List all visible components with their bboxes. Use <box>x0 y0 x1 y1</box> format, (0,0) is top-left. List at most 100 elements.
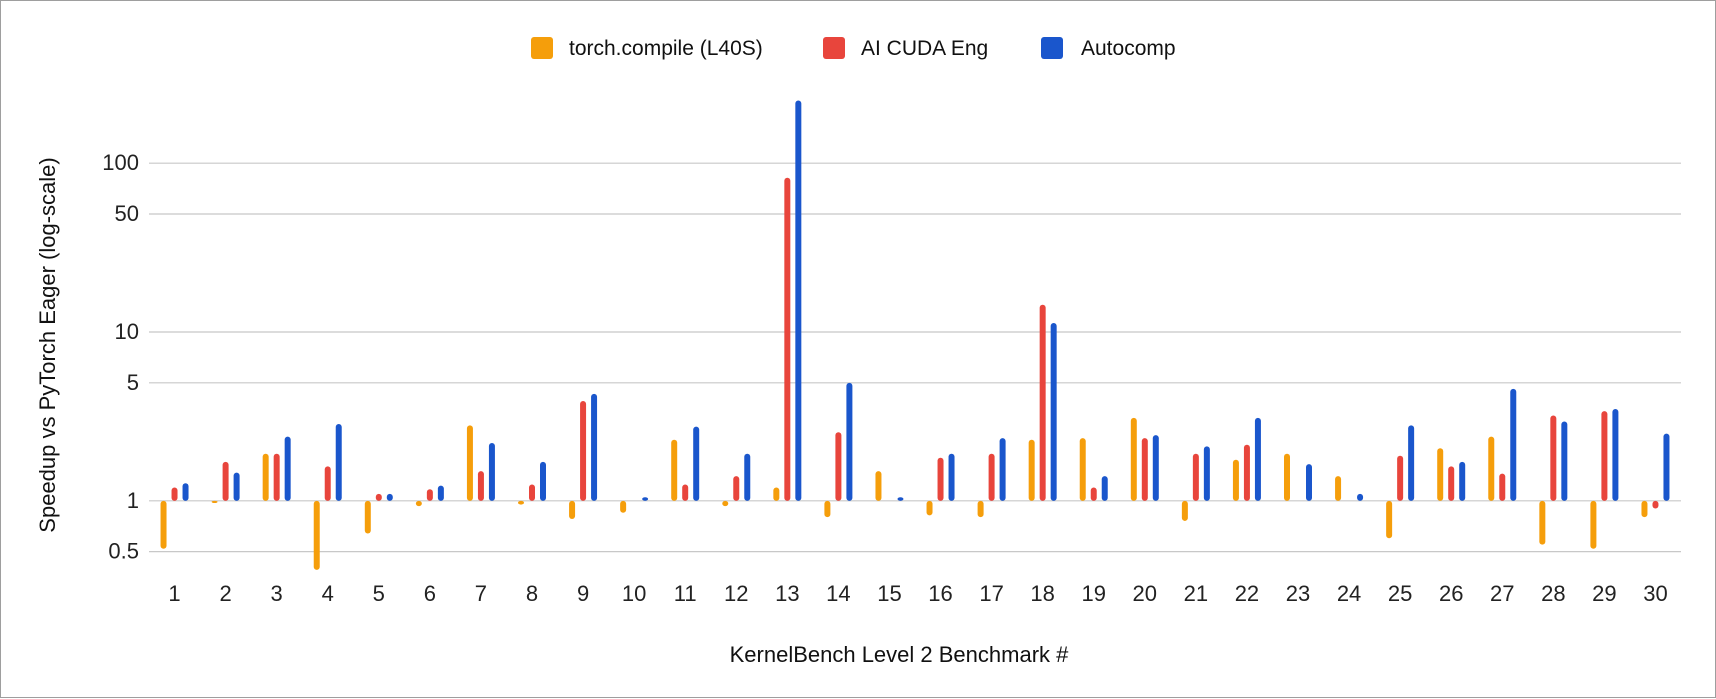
bar-torch-compile-19 <box>1079 438 1086 501</box>
legend: torch.compile (L40S) AI CUDA Eng Autocomp <box>531 37 1176 60</box>
bar-ai-cuda-eng-8 <box>529 484 535 501</box>
bar-autocomp-18 <box>1050 323 1057 501</box>
bar-autocomp-23 <box>1306 464 1312 501</box>
x-tick-label: 17 <box>979 581 1003 606</box>
x-tick-label: 21 <box>1184 581 1208 606</box>
x-tick-label: 22 <box>1235 581 1259 606</box>
x-tick-label: 20 <box>1133 581 1157 606</box>
bar-torch-compile-23 <box>1284 453 1290 501</box>
x-axis-ticks: 1 2 3 4 5 6 7 8 9 10 11 12 13 14 15 16 17 18 19 20 21 22 23 24 2… <box>168 581 1667 606</box>
legend-label: AI CUDA Eng <box>861 37 988 60</box>
bar-autocomp-20 <box>1152 435 1159 501</box>
bar-torch-compile-5 <box>364 500 371 534</box>
x-tick-label: 1 <box>168 581 180 606</box>
y-axis-title: Speedup vs PyTorch Eager (log-scale) <box>35 157 60 532</box>
bar-torch-compile-24 <box>1335 476 1342 501</box>
bar-torch-compile-8 <box>518 500 524 505</box>
bar-torch-compile-13 <box>773 487 780 501</box>
bar-autocomp-3 <box>284 436 291 501</box>
bar-autocomp-6 <box>437 485 444 501</box>
bar-ai-cuda-eng-1 <box>171 487 178 501</box>
bar-torch-compile-1 <box>160 500 167 549</box>
bar-ai-cuda-eng-12 <box>733 476 740 501</box>
x-tick-label: 27 <box>1490 581 1514 606</box>
bar-torch-compile-22 <box>1232 459 1239 501</box>
x-tick-label: 28 <box>1541 581 1565 606</box>
bar-torch-compile-12 <box>722 500 729 507</box>
bar-ai-cuda-eng-7 <box>477 471 484 501</box>
x-tick-label: 15 <box>877 581 901 606</box>
bar-torch-compile-10 <box>620 500 627 513</box>
bar-ai-cuda-eng-19 <box>1090 487 1097 501</box>
legend-label: Autocomp <box>1081 37 1176 60</box>
bar-torch-compile-28 <box>1539 500 1546 545</box>
x-tick-label: 19 <box>1081 581 1105 606</box>
bar-ai-cuda-eng-29 <box>1601 411 1608 501</box>
x-tick-label: 5 <box>373 581 385 606</box>
bar-autocomp-27 <box>1510 388 1517 501</box>
bar-torch-compile-14 <box>824 500 831 518</box>
bar-torch-compile-25 <box>1386 500 1393 539</box>
x-tick-label: 23 <box>1286 581 1310 606</box>
bar-ai-cuda-eng-20 <box>1141 438 1148 501</box>
x-tick-label: 29 <box>1592 581 1616 606</box>
gridlines <box>149 162 1681 553</box>
bar-torch-compile-18 <box>1028 439 1035 501</box>
bar-ai-cuda-eng-22 <box>1243 444 1250 501</box>
bar-torch-compile-7 <box>466 425 473 501</box>
x-tick-label: 26 <box>1439 581 1463 606</box>
bar-ai-cuda-eng-9 <box>580 401 587 501</box>
bar-autocomp-16 <box>948 453 955 501</box>
bar-ai-cuda-eng-14 <box>835 432 842 501</box>
y-tick-label: 50 <box>115 201 139 226</box>
bar-ai-cuda-eng-25 <box>1397 455 1404 501</box>
bar-autocomp-12 <box>744 453 751 501</box>
x-tick-label: 16 <box>928 581 952 606</box>
x-tick-label: 7 <box>475 581 487 606</box>
bar-torch-compile-6 <box>415 500 422 507</box>
bar-ai-cuda-eng-6 <box>426 489 433 501</box>
x-tick-label: 6 <box>424 581 436 606</box>
bar-ai-cuda-eng-27 <box>1499 473 1506 501</box>
bar-autocomp-30 <box>1663 433 1670 501</box>
bar-autocomp-15 <box>897 497 904 501</box>
bar-autocomp-11 <box>693 426 700 501</box>
bar-torch-compile-11 <box>671 439 678 501</box>
x-tick-label: 4 <box>322 581 334 606</box>
x-tick-label: 24 <box>1337 581 1361 606</box>
x-tick-label: 30 <box>1643 581 1667 606</box>
bar-ai-cuda-eng-2 <box>222 461 229 501</box>
bar-autocomp-13 <box>795 100 802 501</box>
bar-torch-compile-20 <box>1130 417 1137 501</box>
y-tick-label: 1 <box>127 488 139 513</box>
bar-autocomp-4 <box>335 424 342 501</box>
bar-torch-compile-26 <box>1437 448 1444 501</box>
y-tick-label: 10 <box>115 319 139 344</box>
y-tick-label: 0.5 <box>108 539 139 564</box>
bars <box>160 100 1670 570</box>
bar-autocomp-24 <box>1357 493 1364 501</box>
x-tick-label: 11 <box>674 581 697 606</box>
bar-ai-cuda-eng-16 <box>937 457 944 501</box>
bar-autocomp-19 <box>1101 476 1108 501</box>
bar-torch-compile-15 <box>875 471 882 501</box>
bar-torch-compile-3 <box>262 453 269 501</box>
x-tick-label: 3 <box>271 581 283 606</box>
bar-ai-cuda-eng-11 <box>682 484 689 501</box>
bar-autocomp-8 <box>540 461 546 501</box>
legend-label: torch.compile (L40S) <box>569 37 763 60</box>
x-tick-label: 14 <box>826 581 850 606</box>
bar-autocomp-7 <box>488 443 495 501</box>
x-tick-label: 25 <box>1388 581 1412 606</box>
bar-ai-cuda-eng-4 <box>324 466 331 501</box>
bar-autocomp-5 <box>386 493 393 501</box>
bar-torch-compile-2 <box>211 500 218 504</box>
x-tick-label: 12 <box>724 581 748 606</box>
x-tick-label: 2 <box>219 581 231 606</box>
bar-torch-compile-27 <box>1488 436 1495 501</box>
bar-ai-cuda-eng-30 <box>1652 500 1659 509</box>
y-tick-label: 100 <box>102 150 139 175</box>
bar-torch-compile-29 <box>1590 500 1597 549</box>
